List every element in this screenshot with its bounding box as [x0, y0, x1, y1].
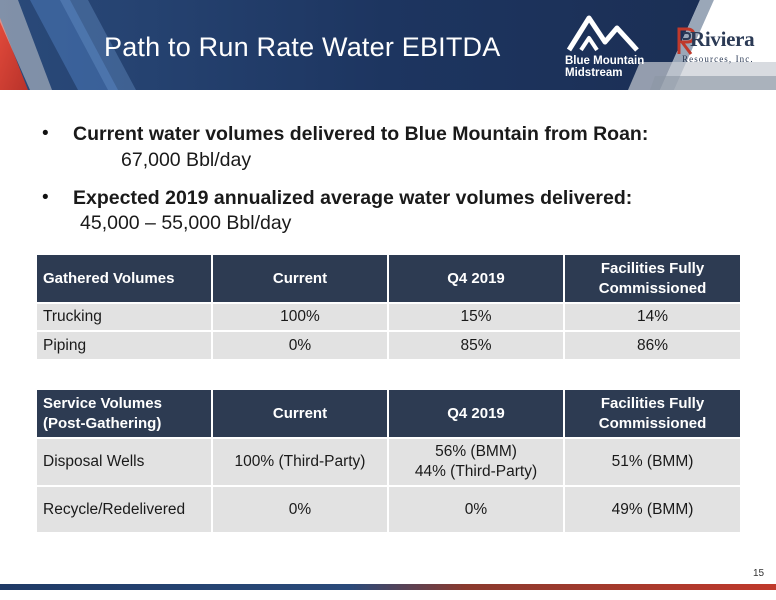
footer-bar	[0, 584, 776, 590]
blue-mountain-logo: Blue Mountain Midstream	[561, 12, 669, 82]
row-label: Recycle/Redelivered	[37, 485, 213, 532]
row-label: Trucking	[37, 302, 213, 331]
table-cell: 0%	[388, 485, 565, 532]
cell-line: 44% (Third-Party)	[414, 463, 538, 480]
table-cell: 49% (BMM)	[564, 485, 740, 532]
page-number: 15	[753, 568, 765, 579]
gathered-volumes-table: Gathered Volumes Current Q4 2019 Facilit…	[37, 255, 740, 359]
riviera-r-icon	[677, 27, 696, 55]
column-header: Current	[212, 255, 389, 303]
table-cell: 15%	[388, 302, 565, 331]
riviera-wordmark: Riviera	[690, 27, 755, 51]
table-cell: 100% (Third-Party)	[212, 437, 389, 486]
bullet-marker: •	[42, 187, 49, 208]
banner-background	[0, 0, 776, 90]
column-header: Q4 2019	[388, 390, 565, 438]
blue-mountain-line1: Blue Mountain	[565, 55, 645, 67]
column-header: Gathered Volumes	[37, 255, 213, 303]
service-volumes-table: Service Volumes (Post-Gathering) Current…	[37, 390, 740, 532]
blue-mountain-line2: Midstream	[565, 67, 623, 79]
riviera-logo: Riviera Resources, Inc.	[676, 24, 772, 70]
riviera-subtitle: Resources, Inc.	[682, 54, 754, 64]
column-header: Current	[212, 390, 389, 438]
table-row: Disposal Wells 100% (Third-Party) 56% (B…	[37, 437, 740, 486]
table-cell: 51% (BMM)	[564, 437, 740, 486]
bullet-marker: •	[42, 123, 49, 144]
table-cell: 85%	[388, 330, 565, 359]
row-label: Piping	[37, 330, 213, 359]
blue-mountain-wordmark: Blue Mountain Midstream	[565, 55, 644, 79]
header-banner: Path to Run Rate Water EBITDA Blue Mount…	[0, 0, 776, 90]
table-header-row: Service Volumes (Post-Gathering) Current…	[37, 390, 740, 438]
table-cell: 100%	[212, 302, 389, 331]
table-row: Piping 0% 85% 86%	[37, 330, 740, 359]
column-header: Q4 2019	[388, 255, 565, 303]
column-header: Service Volumes (Post-Gathering)	[37, 390, 213, 438]
row-label: Disposal Wells	[37, 437, 213, 486]
page-title: Path to Run Rate Water EBITDA	[104, 32, 501, 62]
cell-line: 56% (BMM)	[435, 443, 517, 460]
bullet-heading: Current water volumes delivered to Blue …	[73, 123, 649, 145]
table-cell: 0%	[212, 330, 389, 359]
table-cell: 14%	[564, 302, 740, 331]
table-header-row: Gathered Volumes Current Q4 2019 Facilit…	[37, 255, 740, 303]
table-cell: 0%	[212, 485, 389, 532]
column-header: Facilities Fully Commissioned	[564, 255, 740, 303]
header-line: (Post-Gathering)	[43, 414, 162, 432]
table-cell: 56% (BMM) 44% (Third-Party)	[388, 437, 565, 486]
bullet-heading: Expected 2019 annualized average water v…	[73, 187, 633, 209]
table-row: Recycle/Redelivered 0% 0% 49% (BMM)	[37, 485, 740, 532]
column-header: Facilities Fully Commissioned	[564, 390, 740, 438]
table-cell: 86%	[564, 330, 740, 359]
mountain-icon	[566, 15, 639, 52]
bullet-value: 67,000 Bbl/day	[121, 149, 252, 171]
table-row: Trucking 100% 15% 14%	[37, 302, 740, 331]
bullet-value: 45,000 – 55,000 Bbl/day	[80, 212, 292, 234]
header-line: Service Volumes	[43, 394, 162, 412]
